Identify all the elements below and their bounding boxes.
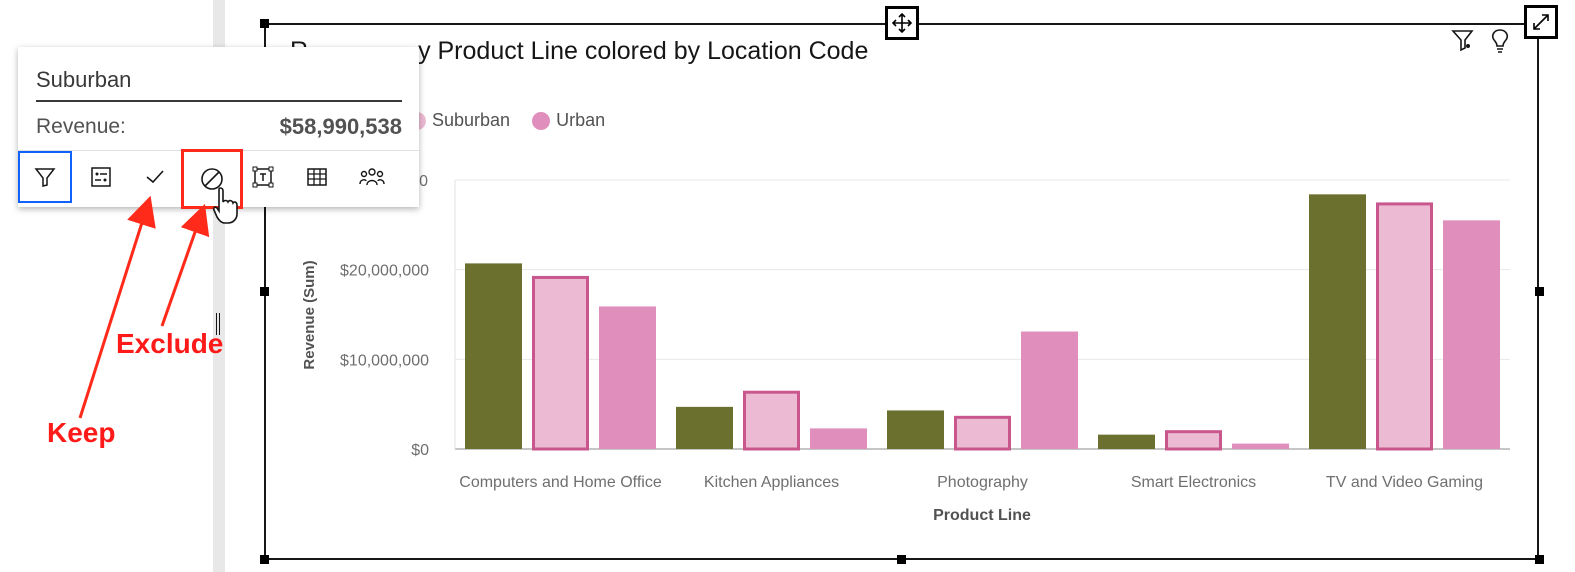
legend-swatch [532,111,551,130]
bar[interactable] [954,415,1011,451]
bar[interactable] [676,406,733,449]
resize-handle-bottom-left[interactable] [260,555,269,564]
table-button[interactable] [290,151,344,203]
insights-button[interactable] [1489,28,1511,59]
drill-icon [91,167,111,187]
legend-item-urban[interactable]: Urban [532,110,605,131]
exclude-arrow [160,203,210,327]
lightbulb-icon [1491,29,1509,53]
y-tick-label: $20,000,000 [340,263,429,280]
y-axis-title: Revenue (Sum) [301,260,318,369]
keep-annotation: Keep [47,417,116,448]
filter-top-button[interactable] [1451,28,1475,59]
data-point-popover: Suburban Revenue: $58,990,538 [18,47,419,209]
x-axis-title: Product Line [933,507,1031,524]
bar[interactable] [532,275,589,451]
popover-metric-label: Revenue: [36,115,126,138]
x-tick-label: TV and Video Gaming [1326,474,1483,491]
drill-button[interactable] [74,151,128,203]
resize-handle-top-left[interactable] [260,19,269,28]
filter-icon [34,168,56,187]
exclude-annotation: Exclude [116,328,224,359]
legend-label: Suburban [432,110,511,130]
filter-button[interactable] [18,151,72,203]
bar[interactable] [1021,331,1078,449]
popover-metric-value: $58,990,538 [279,114,402,139]
expand-button[interactable] [1524,5,1558,39]
popover-title: Suburban [36,67,132,92]
group-button[interactable] [345,151,399,203]
bar[interactable] [1165,430,1222,451]
move-button[interactable] [885,6,919,40]
table-icon [307,168,327,186]
bar[interactable] [1443,220,1500,449]
exclude-icon [201,168,223,190]
group-icon [359,168,385,186]
y-tick-label: $0 [411,442,429,459]
check-icon [146,170,164,184]
bar[interactable] [1232,443,1289,449]
hand-cursor-icon [212,187,238,224]
bar[interactable] [1309,194,1366,449]
keep-arrow [78,195,156,419]
resize-handle-bottom[interactable] [897,555,906,564]
keep-button[interactable] [128,151,182,203]
popover-divider [36,100,402,102]
y-tick-label: 0 [419,173,428,190]
exclude-button[interactable] [181,149,243,209]
bar[interactable] [810,428,867,449]
bar[interactable] [743,390,800,451]
legend-label: Urban [556,110,606,130]
bar[interactable] [887,410,944,449]
x-tick-label: Smart Electronics [1131,474,1256,491]
resize-handle-right[interactable] [1535,287,1544,296]
text-button[interactable] [236,151,290,203]
bar[interactable] [465,263,522,449]
x-tick-label: Photography [937,474,1028,491]
filter-icon [1451,30,1474,52]
bar[interactable] [1098,434,1155,449]
y-tick-label: $10,000,000 [340,352,429,369]
move-icon [892,13,912,33]
text-icon [252,166,274,188]
x-tick-label: Kitchen Appliances [704,474,839,491]
column-resize-grip[interactable] [216,313,220,335]
x-tick-label: Computers and Home Office [459,474,662,491]
resize-handle-left[interactable] [260,287,269,296]
bar[interactable] [599,306,656,449]
resize-handle-bottom-right[interactable] [1535,555,1544,564]
expand-icon [1533,14,1549,30]
bar[interactable] [1376,202,1433,451]
annotation-arrows [78,195,210,419]
